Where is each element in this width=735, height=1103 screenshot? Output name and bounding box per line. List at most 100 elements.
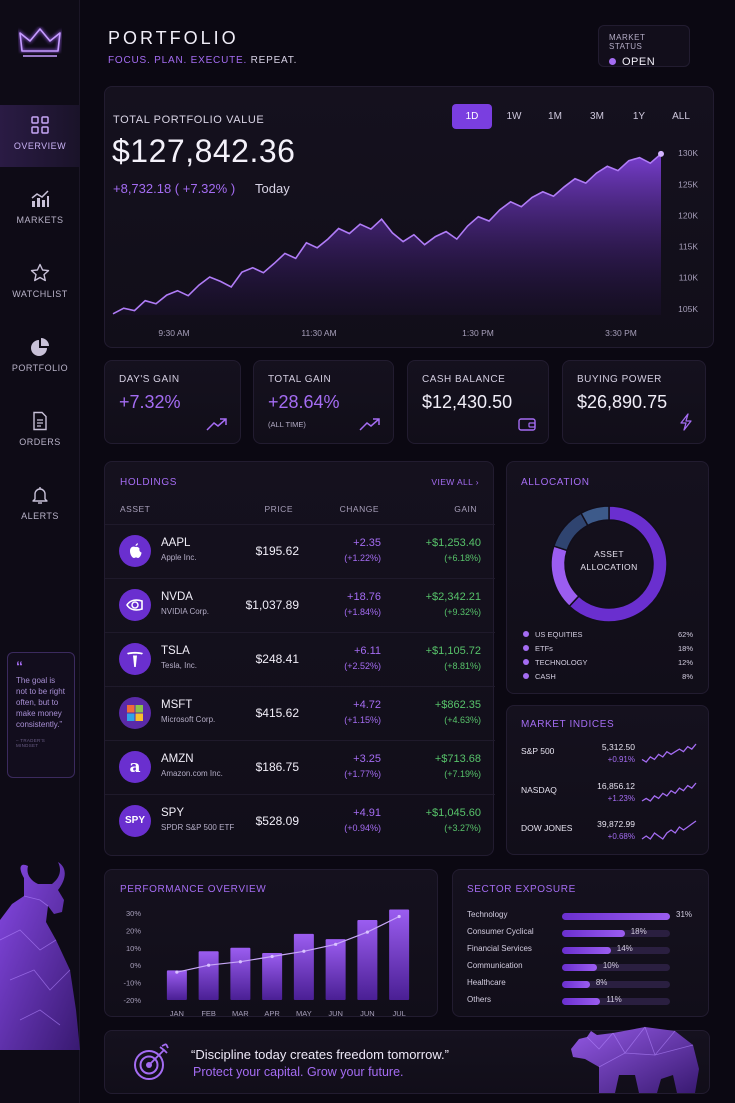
sector-bar [562,964,597,971]
performance-bar[interactable] [262,953,283,1000]
change: +18.76 [347,591,381,603]
change-pct: (+1.15%) [344,715,381,725]
index-value: 5,312.50 [601,742,635,752]
allocation-title: ALLOCATION [521,477,590,488]
y-tick-label: 10% [126,944,141,953]
sidebar-quote: “ The goal is not to be right often, but… [7,652,75,778]
x-tick-label: JUN [328,1009,343,1018]
index-row[interactable]: S&P 500 5,312.50 +0.91% [521,742,697,778]
market-status: MARKET STATUS OPEN [598,25,690,68]
legend-item: CASH 8% [523,672,693,684]
range-3m-button[interactable]: 3M [590,111,604,122]
range-1d-button[interactable]: 1D [452,104,492,129]
y-tick-label: 20% [126,926,141,935]
stat-card-days-gain: DAY'S GAIN +7.32% [104,360,241,444]
chart-last-point [658,150,664,157]
table-row[interactable]: AAPL Apple Inc. $195.62 +2.35 (+1.22%) +… [105,524,495,578]
index-name: NASDAQ [521,785,557,795]
x-tick-label: MAR [232,1009,249,1018]
x-tick-label: FEB [201,1009,216,1018]
y-tick-label: 110K [679,273,699,283]
range-1m-button[interactable]: 1M [548,111,562,122]
trend-up-icon [359,418,380,431]
amazon-logo-icon: a [119,751,151,783]
legend-dot-icon [523,673,529,679]
sidebar-item-alerts[interactable]: ALERTS [0,475,80,537]
portfolio-change: +8,732.18 ( +7.32% ) [113,181,236,196]
table-row[interactable]: SPY SPY SPDR S&P 500 ETF $528.09 +4.91 (… [105,794,495,848]
sidebar-item-orders[interactable]: ORDERS [0,401,80,463]
table-row[interactable]: a AMZN Amazon.com Inc. $186.75 +3.25 (+1… [105,740,495,794]
legend-label: ETFs [535,644,553,653]
range-all-button[interactable]: ALL [672,111,690,122]
performance-bar[interactable] [389,909,410,1000]
sidebar-item-label: ORDERS [19,437,61,447]
market-indices-panel: MARKET INDICES S&P 500 5,312.50 +0.91% N… [506,705,709,855]
company-name: Apple Inc. [161,553,197,562]
index-row[interactable]: NASDAQ 16,856.12 +1.23% [521,781,697,817]
sector-label: Financial Services [467,944,532,953]
legend-item: US EQUITIES 62% [523,630,693,642]
change-pct: (+1.84%) [344,607,381,617]
stat-card-cash-balance: CASH BALANCE $12,430.50 [407,360,549,444]
table-row[interactable]: NVDA NVIDIA Corp. $1,037.89 +18.76 (+1.8… [105,578,495,632]
performance-bar[interactable] [357,919,378,1000]
performance-bar[interactable] [230,947,251,1000]
stat-sub: (ALL TIME) [268,420,306,429]
portfolio-period: Today [255,181,290,196]
sidebar-item-label: OVERVIEW [13,141,67,151]
ticker: TSLA [161,645,190,657]
ticker: SPY [161,807,185,819]
sidebar-item-portfolio[interactable]: PORTFOLIO [0,327,80,389]
gain: +$1,105.72 [425,645,481,657]
nvidia-logo-icon [119,589,151,621]
bar-chart-icon [31,190,49,207]
y-tick-label: 130K [678,148,698,158]
sidebar-item-watchlist[interactable]: WATCHLIST [0,253,80,315]
range-1w-button[interactable]: 1W [506,111,522,122]
y-tick-label: 115K [679,242,699,252]
trend-point [334,942,338,946]
footer-subtitle: Protect your capital. Grow your future. [193,1065,404,1079]
stat-label: TOTAL GAIN [268,374,332,385]
sector-label: Communication [467,961,523,970]
stat-value: $12,430.50 [422,392,513,412]
table-row[interactable]: TSLA Tesla, Inc. $248.41 +6.11 (+2.52%) … [105,632,495,686]
legend-label: TECHNOLOGY [535,658,588,667]
trend-up-icon [206,418,227,431]
index-row[interactable]: DOW JONES 39,872.99 +0.68% [521,819,697,855]
gain: +$2,342.21 [425,591,481,603]
legend-dot-icon [523,631,529,637]
performance-bar[interactable] [325,939,346,1000]
grid-icon [31,116,49,134]
sidebar-item-overview[interactable]: OVERVIEW [0,105,80,167]
donut-slice[interactable] [580,505,610,527]
market-status-value: OPEN [622,56,656,68]
donut-center-line2: ALLOCATION [580,562,638,572]
bull-illustration [0,862,80,1050]
tesla-logo-icon [119,643,151,675]
donut-slice[interactable] [552,512,589,552]
trend-point [365,930,369,934]
legend-pct: 18% [677,644,693,653]
gain: +$1,253.40 [425,537,481,549]
sector-label: Healthcare [467,978,506,987]
price: $195.62 [255,544,299,558]
sector-row: Healthcare 8% [467,978,697,992]
performance-bar-chart: 30% 20% 10% 0% -10% -20% JAN FEB MAR APR MAY JUN JUN… [123,909,410,1018]
change-pct: (+1.77%) [344,769,381,779]
stat-label: DAY'S GAIN [119,374,180,385]
trend-point [175,970,179,974]
table-row[interactable]: MSFT Microsoft Corp. $415.62 +4.72 (+1.1… [105,686,495,740]
range-1y-button[interactable]: 1Y [632,111,646,122]
view-all-link[interactable]: VIEW ALL › [431,477,479,487]
performance-bar[interactable] [293,933,314,1000]
sector-row: Technology 31% [467,910,697,924]
sector-row: Consumer Cyclical 18% [467,927,697,941]
sector-pct: 14% [616,944,633,953]
x-tick-label: 1:30 PM [462,328,494,338]
performance-bar[interactable] [198,951,219,1000]
wallet-icon [518,418,536,431]
performance-bar[interactable] [166,970,187,1000]
sidebar-item-markets[interactable]: MARKETS [0,179,80,241]
